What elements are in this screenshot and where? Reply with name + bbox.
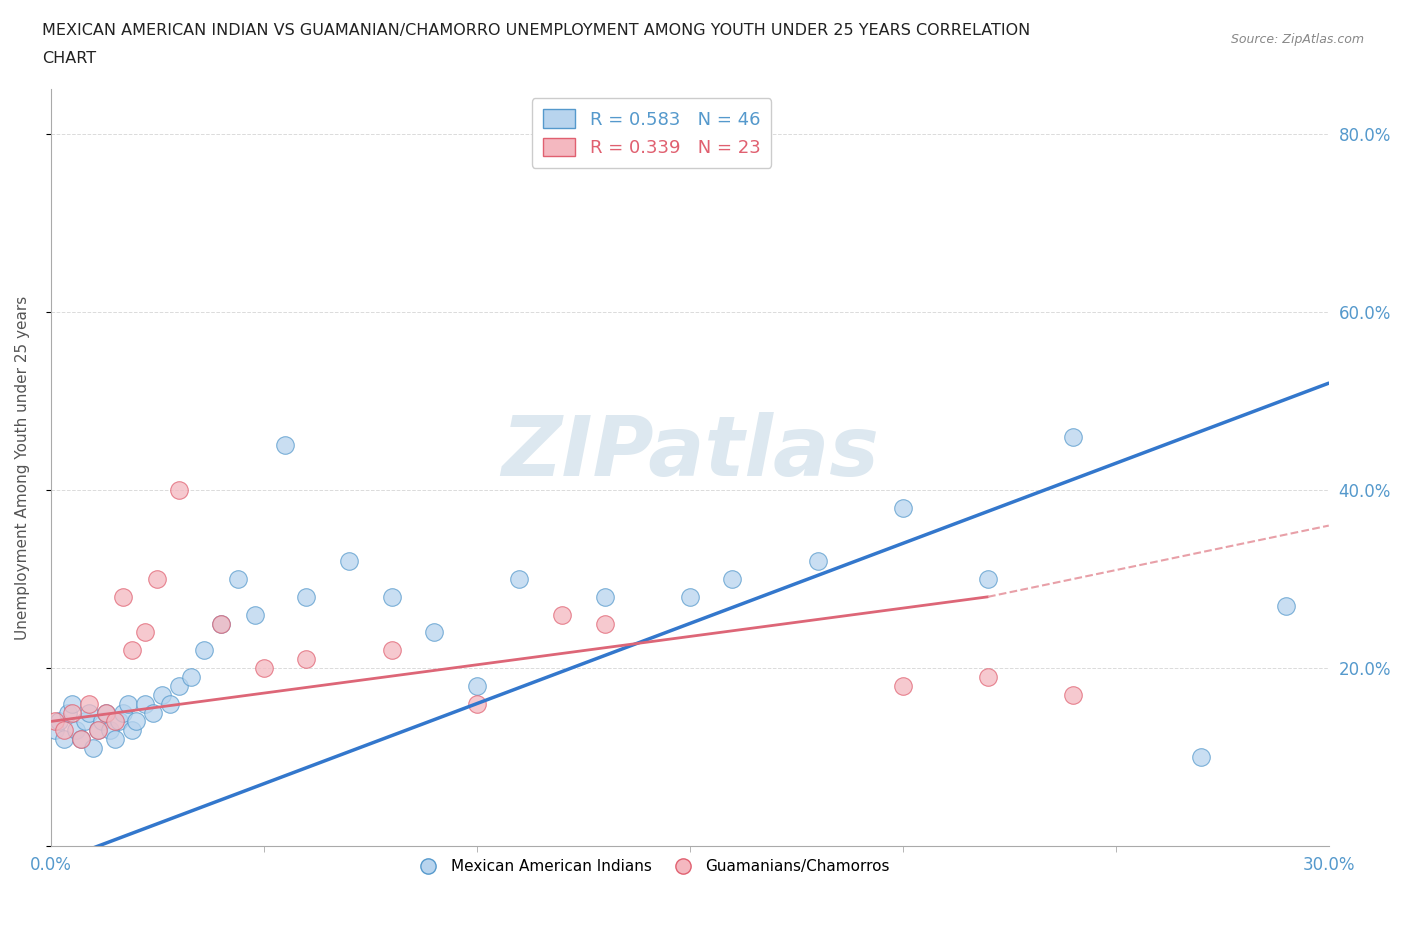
Point xyxy=(167,483,190,498)
Point xyxy=(86,723,108,737)
Text: MEXICAN AMERICAN INDIAN VS GUAMANIAN/CHAMORRO UNEMPLOYMENT AMONG YOUTH UNDER 25 : MEXICAN AMERICAN INDIAN VS GUAMANIAN/CHA… xyxy=(42,23,1031,38)
Y-axis label: Unemployment Among Youth under 25 years: Unemployment Among Youth under 25 years xyxy=(15,296,30,640)
Point xyxy=(112,590,135,604)
Text: ZIPatlas: ZIPatlas xyxy=(501,412,879,493)
Text: Source: ZipAtlas.com: Source: ZipAtlas.com xyxy=(1230,33,1364,46)
Point xyxy=(891,678,914,693)
Point xyxy=(117,697,139,711)
Point xyxy=(104,714,127,729)
Point xyxy=(1189,750,1212,764)
Point xyxy=(295,590,318,604)
Point xyxy=(121,723,143,737)
Legend: Mexican American Indians, Guamanians/Chamorros: Mexican American Indians, Guamanians/Cha… xyxy=(406,853,896,880)
Point xyxy=(69,732,91,747)
Point xyxy=(209,616,232,631)
Point xyxy=(180,670,202,684)
Point xyxy=(60,705,83,720)
Point xyxy=(1062,429,1084,444)
Point xyxy=(209,616,232,631)
Point xyxy=(150,687,173,702)
Point xyxy=(86,723,108,737)
Point xyxy=(65,723,87,737)
Point xyxy=(96,705,118,720)
Point xyxy=(337,553,360,568)
Point xyxy=(146,572,169,587)
Point xyxy=(56,705,79,720)
Point xyxy=(77,697,100,711)
Point xyxy=(73,714,96,729)
Point xyxy=(274,438,297,453)
Point xyxy=(100,723,122,737)
Point xyxy=(551,607,574,622)
Point xyxy=(1275,598,1298,613)
Point xyxy=(381,590,404,604)
Point xyxy=(295,652,318,667)
Point xyxy=(96,705,118,720)
Point xyxy=(253,660,276,675)
Point xyxy=(167,678,190,693)
Point xyxy=(977,670,1000,684)
Point xyxy=(193,643,215,658)
Point xyxy=(721,572,744,587)
Point xyxy=(121,643,143,658)
Point xyxy=(226,572,249,587)
Point xyxy=(112,705,135,720)
Point xyxy=(381,643,404,658)
Point xyxy=(245,607,267,622)
Point xyxy=(465,678,488,693)
Point xyxy=(44,723,66,737)
Point xyxy=(82,740,104,755)
Point xyxy=(77,705,100,720)
Point xyxy=(159,697,181,711)
Point xyxy=(108,714,131,729)
Point xyxy=(593,616,616,631)
Point xyxy=(134,697,156,711)
Point xyxy=(593,590,616,604)
Point xyxy=(91,714,114,729)
Point xyxy=(465,697,488,711)
Point xyxy=(52,723,75,737)
Point xyxy=(423,625,446,640)
Point xyxy=(142,705,165,720)
Point xyxy=(44,714,66,729)
Point xyxy=(807,553,830,568)
Point xyxy=(104,732,127,747)
Point xyxy=(48,714,70,729)
Point xyxy=(977,572,1000,587)
Point xyxy=(891,500,914,515)
Point xyxy=(1062,687,1084,702)
Point xyxy=(52,732,75,747)
Point xyxy=(60,697,83,711)
Text: CHART: CHART xyxy=(42,51,96,66)
Point xyxy=(125,714,148,729)
Point xyxy=(508,572,530,587)
Point xyxy=(679,590,702,604)
Point xyxy=(69,732,91,747)
Point xyxy=(134,625,156,640)
